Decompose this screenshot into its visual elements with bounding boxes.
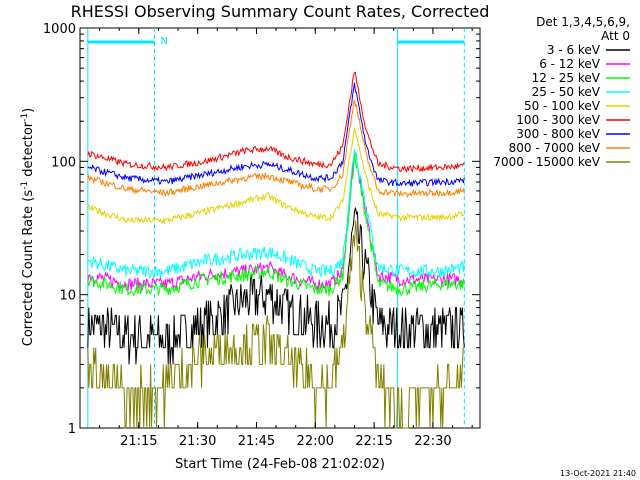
legend-header-line2: Att 0 — [601, 29, 630, 43]
x-axis-label: Start Time (24-Feb-08 21:02:02) — [175, 457, 385, 472]
y-axis-label: Corrected Count Rate (s-1 detector-1) — [20, 108, 36, 346]
legend-entry-label: 7000 - 15000 keV — [493, 155, 600, 169]
series-line-0 — [87, 207, 465, 365]
y-tick-label: 100 — [51, 155, 76, 170]
series-line-6 — [87, 82, 465, 187]
plot-frame — [79, 27, 481, 429]
y-tick-label: 1000 — [43, 22, 76, 37]
footer-timestamp: 13-Oct-2021 21:40 — [560, 469, 636, 478]
y-axis-label-sup2: -1 — [20, 113, 30, 122]
legend-entry-label: 3 - 6 keV — [547, 43, 601, 57]
legend-entry-label: 6 - 12 keV — [539, 57, 601, 71]
series-line-3 — [87, 149, 465, 280]
y-axis-label-mid: detector — [21, 121, 36, 181]
y-axis-label-main: Corrected Count Rate (s — [21, 190, 36, 347]
legend-entry-label: 50 - 100 keV — [524, 99, 601, 113]
x-tick-label: 22:30 — [414, 434, 451, 449]
legend-header-line1: Det 1,3,4,5,6,9, — [536, 15, 630, 29]
series-line-7 — [87, 99, 465, 199]
x-tick-label: 22:00 — [297, 434, 334, 449]
series-line-2 — [87, 151, 465, 297]
legend-entry-label: 12 - 25 keV — [532, 71, 601, 85]
y-axis-label-end: ) — [21, 108, 36, 113]
series-line-5 — [87, 71, 465, 174]
series-line-8 — [87, 220, 465, 429]
legend-entry-label: 25 - 50 keV — [532, 85, 601, 99]
night-marker-label: N — [161, 36, 168, 47]
legend-entry-label: 800 - 7000 keV — [509, 141, 601, 155]
x-tick-label: 21:30 — [179, 434, 216, 449]
legend-entry-label: 300 - 800 keV — [516, 127, 600, 141]
y-tick-label: 1 — [68, 422, 76, 437]
plot-area: N 21:15 21:30 21:45 22:00 22:15 22:30 1 10 100 100… — [43, 22, 481, 449]
legend-entry-label: 100 - 300 keV — [516, 113, 600, 127]
chart-title: RHESSI Observing Summary Count Rates, Co… — [71, 2, 490, 21]
x-tick-label: 21:45 — [238, 434, 275, 449]
series-line-1 — [87, 152, 465, 292]
x-tick-label: 22:15 — [355, 434, 392, 449]
y-tick-label: 10 — [59, 289, 76, 304]
series-line-4 — [87, 128, 465, 225]
x-tick-label: 21:15 — [120, 434, 157, 449]
y-axis-label-sup1: -1 — [20, 181, 30, 190]
